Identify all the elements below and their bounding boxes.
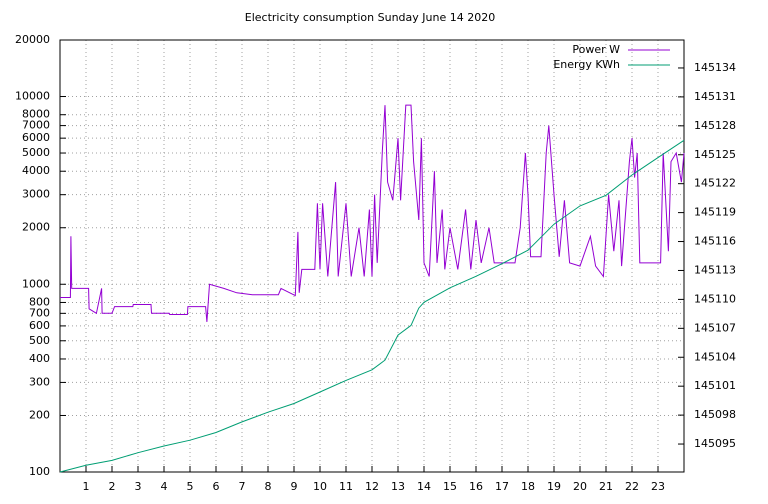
y2-tick-label: 145128 xyxy=(694,119,736,132)
y-tick-label: 2000 xyxy=(22,221,50,234)
y2-tick-label: 145134 xyxy=(694,61,736,74)
y-tick-label: 6000 xyxy=(22,131,50,144)
x-tick-label: 11 xyxy=(339,480,353,493)
x-tick-label: 3 xyxy=(135,480,142,493)
y-tick-label: 700 xyxy=(29,306,50,319)
y-tick-label: 20000 xyxy=(15,33,50,46)
x-tick-label: 23 xyxy=(651,480,665,493)
y-tick-label: 1000 xyxy=(22,277,50,290)
y2-tick-label: 145104 xyxy=(694,350,736,363)
x-tick-label: 17 xyxy=(495,480,509,493)
y-tick-label: 10000 xyxy=(15,90,50,103)
y-tick-label: 500 xyxy=(29,334,50,347)
y-tick-label: 7000 xyxy=(22,119,50,132)
y2-tick-label: 145125 xyxy=(694,148,736,161)
y-tick-label: 200 xyxy=(29,408,50,421)
x-tick-label: 21 xyxy=(599,480,613,493)
y2-tick-label: 145131 xyxy=(694,90,736,103)
y2-tick-label: 145101 xyxy=(694,379,736,392)
y2-tick-label: 145107 xyxy=(694,321,736,334)
x-tick-label: 8 xyxy=(265,480,272,493)
y2-tick-label: 145113 xyxy=(694,263,736,276)
x-tick-label: 5 xyxy=(187,480,194,493)
y-tick-label: 5000 xyxy=(22,146,50,159)
x-tick-label: 7 xyxy=(239,480,246,493)
x-tick-label: 4 xyxy=(161,480,168,493)
x-tick-label: 22 xyxy=(625,480,639,493)
x-tick-label: 9 xyxy=(291,480,298,493)
series-line xyxy=(59,139,685,473)
y2-tick-label: 145116 xyxy=(694,235,736,248)
y-tick-label: 300 xyxy=(29,375,50,388)
x-tick-label: 1 xyxy=(83,480,90,493)
x-tick-label: 13 xyxy=(391,480,405,493)
x-tick-label: 10 xyxy=(313,480,327,493)
y2-tick-label: 145119 xyxy=(694,206,736,219)
series-line xyxy=(60,104,685,322)
y-tick-label: 8000 xyxy=(22,108,50,121)
x-tick-label: 19 xyxy=(547,480,561,493)
x-tick-label: 16 xyxy=(469,480,483,493)
x-tick-label: 2 xyxy=(109,480,116,493)
y-tick-label: 600 xyxy=(29,319,50,332)
chart-title: Electricity consumption Sunday June 14 2… xyxy=(245,11,495,24)
y2-tick-label: 145095 xyxy=(694,437,736,450)
y2-tick-label: 145098 xyxy=(694,408,736,421)
y2-tick-label: 145122 xyxy=(694,177,736,190)
y-tick-label: 4000 xyxy=(22,164,50,177)
y-tick-label: 800 xyxy=(29,295,50,308)
x-tick-label: 18 xyxy=(521,480,535,493)
x-tick-label: 20 xyxy=(573,480,587,493)
legend-label: Energy KWh xyxy=(553,58,620,71)
y-tick-label: 3000 xyxy=(22,188,50,201)
plot-frame xyxy=(59,39,685,473)
x-tick-label: 14 xyxy=(417,480,431,493)
y-tick-label: 400 xyxy=(29,352,50,365)
x-tick-label: 12 xyxy=(365,480,379,493)
x-tick-label: 15 xyxy=(443,480,457,493)
y2-tick-label: 145110 xyxy=(694,292,736,305)
y-tick-label: 100 xyxy=(29,465,50,478)
legend-label: Power W xyxy=(572,43,620,56)
x-tick-label: 6 xyxy=(213,480,220,493)
